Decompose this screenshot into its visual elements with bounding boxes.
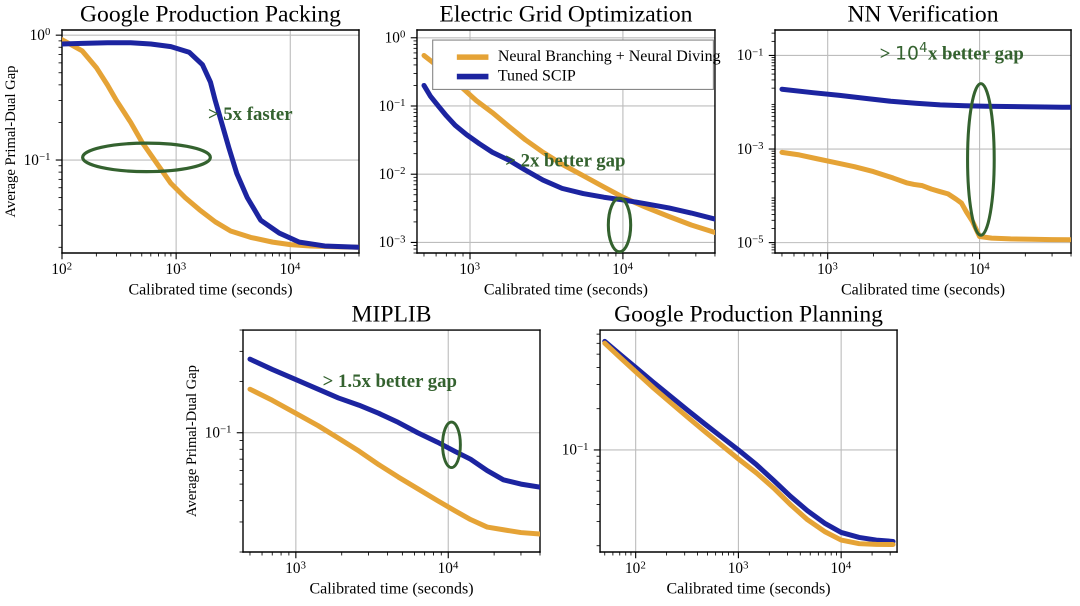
svg-text:Google Production Packing: Google Production Packing [80, 2, 341, 28]
svg-text:Neural Branching + Neural Divi: Neural Branching + Neural Diving [498, 48, 721, 65]
svg-text:Google Production Planning: Google Production Planning [614, 302, 883, 328]
svg-text:> 5x faster: > 5x faster [208, 104, 293, 125]
svg-text:Calibrated time (seconds): Calibrated time (seconds) [128, 282, 292, 299]
svg-text:Tuned SCIP: Tuned SCIP [498, 67, 576, 84]
svg-text:NN Verification: NN Verification [848, 2, 999, 28]
svg-text:> 2x better gap: > 2x better gap [505, 150, 625, 171]
svg-text:Average Primal-Dual Gap: Average Primal-Dual Gap [184, 365, 200, 517]
svg-text:Calibrated time (seconds): Calibrated time (seconds) [484, 282, 648, 299]
svg-text:Electric Grid Optimization: Electric Grid Optimization [439, 2, 692, 28]
svg-text:> 1.5x better gap: > 1.5x better gap [323, 371, 457, 392]
svg-text:MIPLIB: MIPLIB [351, 302, 431, 328]
svg-text:Calibrated time (seconds): Calibrated time (seconds) [841, 282, 1005, 299]
svg-text:Calibrated time (seconds): Calibrated time (seconds) [309, 581, 473, 598]
svg-text:> x: > x b e t t e r g a p 1 0 4 [880, 39, 1030, 64]
svg-text:Calibrated time (seconds): Calibrated time (seconds) [667, 581, 831, 598]
svg-text:Average Primal-Dual Gap: Average Primal-Dual Gap [3, 66, 19, 218]
